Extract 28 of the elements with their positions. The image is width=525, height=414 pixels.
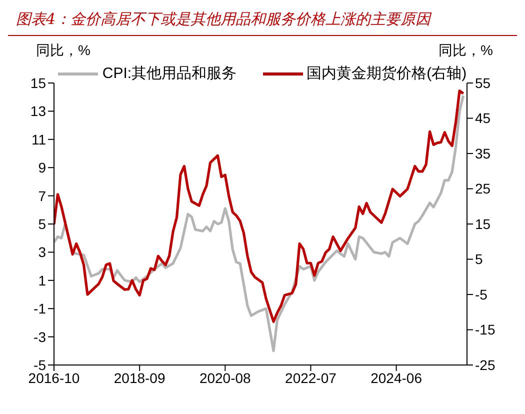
y2-tick-label: 15 xyxy=(475,216,491,232)
y-axis-title: 同比，% xyxy=(36,42,90,60)
y2-tick-label: 45 xyxy=(475,110,491,126)
x-tick-label: 2018-09 xyxy=(114,370,166,386)
y2-tick-label: -15 xyxy=(475,322,496,338)
y-tick-label: 15 xyxy=(30,74,46,91)
x-tick-label: 2020-08 xyxy=(199,370,252,386)
y-tick-label: 1 xyxy=(38,272,46,288)
y2-axis-title: 同比，% xyxy=(438,42,493,60)
y2-tick-label: -5 xyxy=(475,286,488,302)
y2-tick-label: -25 xyxy=(475,356,496,373)
legend-label: 国内黄金期货价格(右轴) xyxy=(306,64,467,83)
y2-tick-label: 5 xyxy=(475,251,483,268)
legend-label: CPI:其他用品和服务 xyxy=(102,64,237,83)
x-tick-label: 2024-06 xyxy=(370,370,422,386)
y2-tick-label: 25 xyxy=(475,180,491,197)
y-tick-label: -3 xyxy=(34,328,46,345)
y-tick-label: 11 xyxy=(31,131,46,148)
y2-tick-label: 35 xyxy=(475,145,491,162)
y-tick-label: 5 xyxy=(38,216,46,232)
y-tick-label: 9 xyxy=(38,160,46,176)
y-tick-label: 7 xyxy=(38,188,46,204)
x-tick-label: 2022-07 xyxy=(285,370,337,386)
y-tick-label: 3 xyxy=(38,244,46,260)
y-tick-label: 13 xyxy=(30,103,46,120)
y-tick-label: -1 xyxy=(34,300,46,317)
chart-title: 图表4：金价高居不下或是其他用品和服务价格上涨的主要原因 xyxy=(8,8,517,36)
y2-tick-label: 55 xyxy=(475,74,491,91)
